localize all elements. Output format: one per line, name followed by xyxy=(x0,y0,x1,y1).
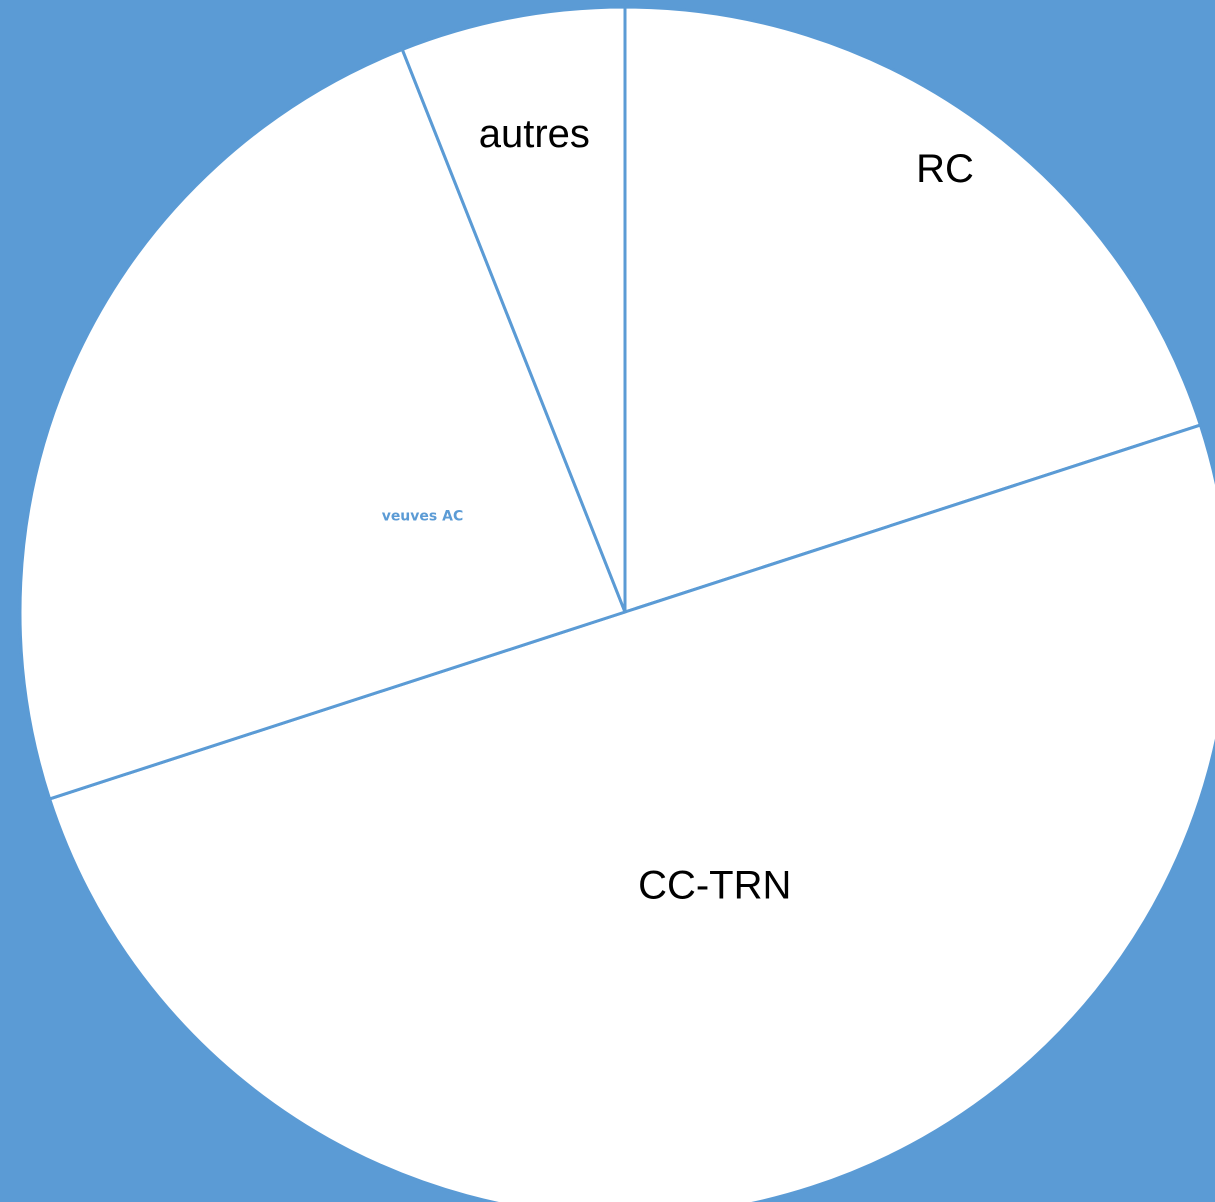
slice-label: RC xyxy=(916,147,974,191)
slice-label: veuves AC xyxy=(382,509,464,525)
slice-label: CC-TRN xyxy=(638,864,791,908)
pie-slice xyxy=(47,423,1215,1202)
pie-slice xyxy=(623,5,1203,615)
pie-slice xyxy=(18,47,627,801)
slice-label: autres xyxy=(479,112,590,156)
pie-slice xyxy=(400,5,627,613)
